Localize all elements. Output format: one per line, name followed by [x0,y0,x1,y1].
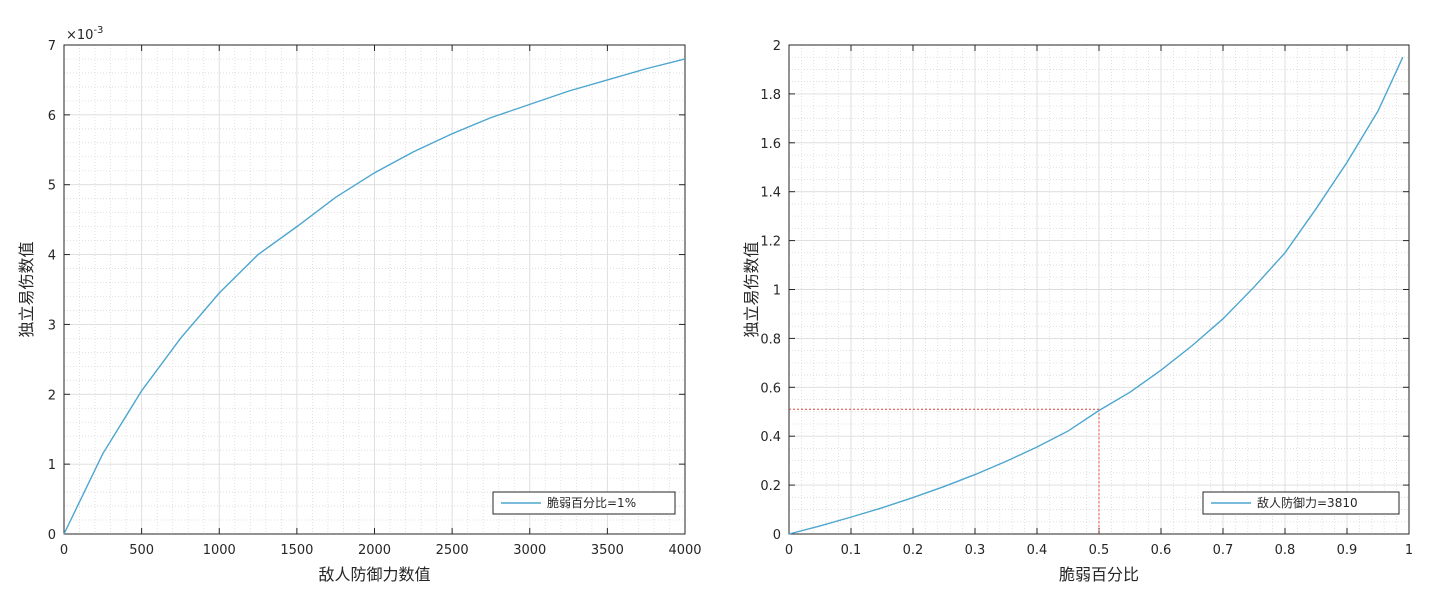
x-axis-label: 敌人防御力数值 [318,565,430,584]
x-tick-label: 3500 [591,543,624,558]
y-tick-label: 0 [48,528,56,543]
x-tick-label: 3000 [513,543,546,558]
x-tick-label: 0.6 [1151,543,1172,558]
x-tick-label: 0.9 [1337,543,1358,558]
x-tick-label: 0.7 [1213,543,1234,558]
x-tick-label: 1000 [203,543,236,558]
x-tick-label: 0 [60,543,68,558]
x-tick-label: 0.1 [841,543,862,558]
y-tick-label: 2 [48,388,56,403]
chart-left: 0 500 1000 1500 2000 2500 3000 3500 4000 0 1 2 3 4 5 6 7… [17,25,702,584]
y-tick-label: 6 [48,109,56,124]
y-tick-label: 5 [48,179,56,194]
x-tick-label: 0 [785,543,793,558]
legend-box [492,491,676,515]
series-line [63,58,686,535]
x-tick-label: 4000 [668,543,701,558]
x-tick-label: 0.4 [1027,543,1048,558]
x-tick-label: 2000 [358,543,391,558]
y-tick-label: 1.8 [760,88,781,103]
x-tick-label: 1500 [280,543,313,558]
y-tick-label: 3 [48,318,56,333]
legend-box [1202,491,1400,515]
exponent-base: ×10 [66,28,93,43]
y-exponent-label: ×10-3 [66,25,103,43]
y-tick-label: 1.2 [760,235,781,250]
y-tick-label: 0.8 [760,332,781,347]
y-tick-label: 2 [773,39,781,54]
x-tick-label: 0.8 [1275,543,1296,558]
legend-label: 脆弱百分比=1% [547,495,636,510]
y-axis-label: 独立易伤数值 [742,241,761,337]
y-axis-label: 独立易伤数值 [17,241,36,337]
y-tick-label: 1 [48,458,56,473]
x-tick-label: 1 [1405,543,1413,558]
y-tick-label: 0 [773,528,781,543]
y-tick-label: 1.6 [760,137,781,152]
chart-right: 0 0.1 0.2 0.3 0.4 0.5 0.6 0.7 0.8 0.9 1 0 0.2 0.4 0.6 0… [742,39,1413,584]
x-tick-label: 0.2 [903,543,924,558]
x-axis-label: 脆弱百分比 [1059,565,1139,584]
x-tick-label: 0.5 [1089,543,1110,558]
x-tick-label: 2500 [436,543,469,558]
x-tick-label: 500 [129,543,154,558]
y-tick-label: 0.6 [760,381,781,396]
y-tick-label: 7 [48,39,56,54]
y-tick-label: 1 [773,284,781,299]
exponent-power: -3 [93,25,103,36]
y-tick-label: 0.4 [760,430,781,445]
y-tick-label: 4 [48,249,56,264]
y-tick-label: 0.2 [760,479,781,494]
series-line [788,56,1404,535]
legend-label: 敌人防御力=3810 [1257,495,1358,510]
y-tick-label: 1.4 [760,186,781,201]
x-tick-label: 0.3 [965,543,986,558]
